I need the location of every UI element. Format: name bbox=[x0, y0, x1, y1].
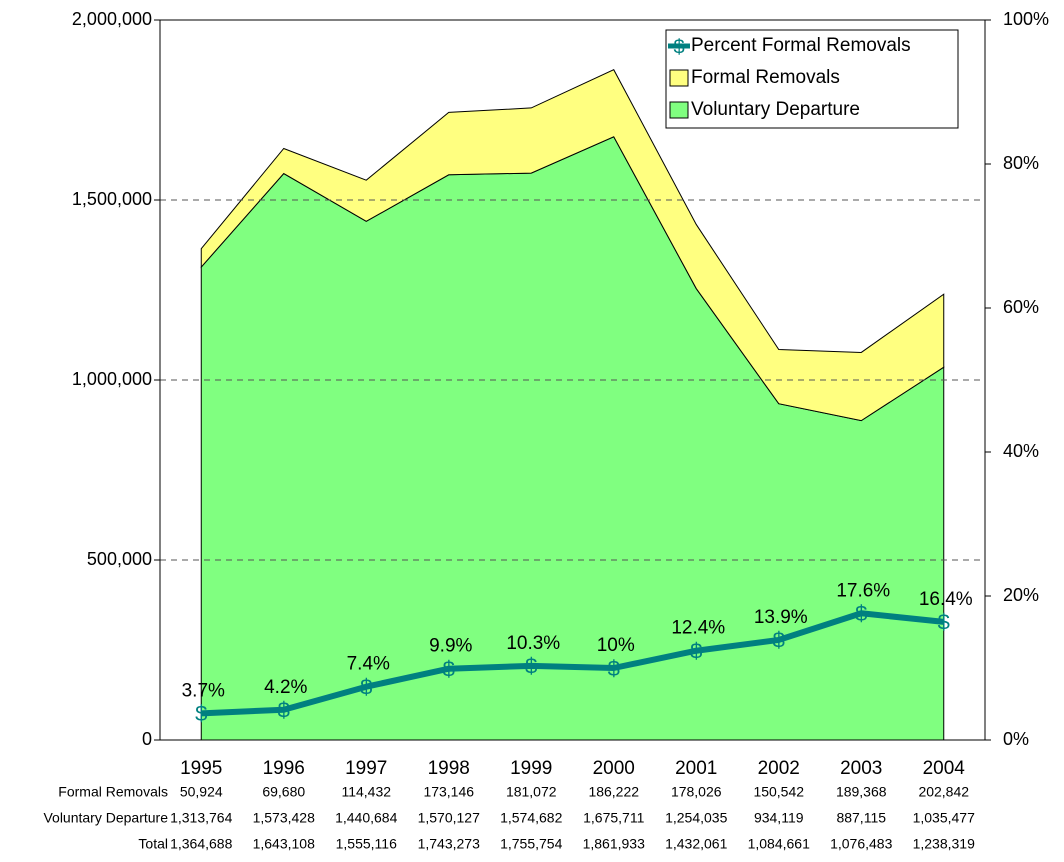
table-cell: 1,743,273 bbox=[418, 836, 480, 852]
y-tick-label: 0 bbox=[142, 729, 152, 749]
marker: $ bbox=[525, 654, 537, 679]
x-tick-label: 1998 bbox=[428, 758, 470, 779]
legend-label: Percent Formal Removals bbox=[691, 35, 911, 56]
marker: $ bbox=[690, 639, 702, 664]
marker: $ bbox=[360, 675, 372, 700]
table-cell: 1,364,688 bbox=[170, 836, 232, 852]
y2-tick-label: 20% bbox=[1003, 585, 1039, 605]
table-cell: 934,119 bbox=[754, 810, 804, 826]
data-label: 3.7% bbox=[182, 680, 225, 701]
y-tick-label: 2,000,000 bbox=[72, 9, 152, 29]
legend-swatch bbox=[669, 101, 689, 119]
table-cell: 1,643,108 bbox=[253, 836, 315, 852]
y-tick-label: 1,000,000 bbox=[72, 369, 152, 389]
table-row-label: Voluntary Departure bbox=[43, 810, 168, 826]
area bbox=[200, 136, 945, 741]
table-cell: 186,222 bbox=[588, 784, 639, 800]
line bbox=[201, 610, 945, 717]
table-cell: 69,680 bbox=[262, 784, 305, 800]
marker: $ bbox=[773, 628, 785, 653]
table-cell: 1,440,684 bbox=[335, 810, 397, 826]
data-label: 12.4% bbox=[671, 618, 725, 639]
table-cell: 1,238,319 bbox=[913, 836, 975, 852]
data-label: 16.4% bbox=[919, 589, 973, 610]
plot-border bbox=[159, 19, 986, 741]
y2-tick-label: 100% bbox=[1003, 9, 1049, 29]
legend-box bbox=[665, 29, 959, 129]
table-cell: 1,861,933 bbox=[583, 836, 645, 852]
table-cell: 181,072 bbox=[506, 784, 557, 800]
x-tick-label: 1996 bbox=[263, 758, 305, 779]
data-label: 17.6% bbox=[836, 580, 890, 601]
marker: $ bbox=[608, 656, 620, 681]
data-label: 9.9% bbox=[429, 636, 472, 657]
table-cell: 887,115 bbox=[836, 810, 886, 826]
y2-tick-label: 40% bbox=[1003, 441, 1039, 461]
legend-swatch bbox=[669, 69, 689, 87]
table-cell: 150,542 bbox=[753, 784, 804, 800]
table-cell: 1,555,116 bbox=[336, 836, 397, 852]
marker: $ bbox=[855, 601, 867, 626]
table-cell: 1,254,035 bbox=[665, 810, 727, 826]
table-cell: 1,432,061 bbox=[665, 836, 727, 852]
y-tick-label: 1,500,000 bbox=[72, 189, 152, 209]
data-label: 10.3% bbox=[506, 633, 560, 654]
x-tick-label: 2001 bbox=[675, 758, 717, 779]
y2-tick-label: 60% bbox=[1003, 297, 1039, 317]
data-label: 10% bbox=[597, 635, 635, 656]
table-cell: 50,924 bbox=[180, 784, 223, 800]
y2-tick-label: 0% bbox=[1003, 729, 1029, 749]
table-cell: 189,368 bbox=[836, 784, 887, 800]
table-cell: 1,076,483 bbox=[830, 836, 892, 852]
table-cell: 1,675,711 bbox=[583, 810, 644, 826]
data-label: 7.4% bbox=[347, 654, 390, 675]
table-row-label: Total bbox=[138, 836, 168, 852]
marker: $ bbox=[443, 657, 455, 682]
table-cell: 1,574,682 bbox=[500, 810, 562, 826]
area bbox=[200, 69, 945, 422]
x-tick-label: 2002 bbox=[758, 758, 800, 779]
table-cell: 1,035,477 bbox=[913, 810, 975, 826]
data-label: 4.2% bbox=[264, 677, 307, 698]
table-cell: 1,313,764 bbox=[170, 810, 232, 826]
y-tick-label: 500,000 bbox=[87, 549, 152, 569]
marker: $ bbox=[195, 701, 207, 726]
table-cell: 1,570,127 bbox=[418, 810, 480, 826]
x-tick-label: 1999 bbox=[510, 758, 552, 779]
x-tick-label: 2004 bbox=[923, 758, 966, 779]
y2-tick-label: 80% bbox=[1003, 153, 1039, 173]
table-row-label: Formal Removals bbox=[58, 784, 168, 800]
table-cell: 173,146 bbox=[423, 784, 474, 800]
table-cell: 1,573,428 bbox=[253, 810, 315, 826]
marker: $ bbox=[938, 610, 950, 635]
legend-label: Voluntary Departure bbox=[691, 99, 860, 120]
table-cell: 1,755,754 bbox=[500, 836, 562, 852]
x-tick-label: 2003 bbox=[840, 758, 882, 779]
table-cell: 202,842 bbox=[918, 784, 969, 800]
x-tick-label: 1997 bbox=[345, 758, 387, 779]
table-cell: 178,026 bbox=[671, 784, 722, 800]
legend: $ Percent Formal Removals Formal Removals V… bbox=[665, 29, 959, 129]
table-cell: 114,432 bbox=[341, 784, 391, 800]
legend-label: Formal Removals bbox=[691, 67, 840, 88]
table-cell: 1,084,661 bbox=[748, 836, 810, 852]
data-label: 13.9% bbox=[754, 607, 808, 628]
legend-marker: $ bbox=[673, 36, 684, 58]
marker: $ bbox=[278, 698, 290, 723]
x-tick-label: 2000 bbox=[593, 758, 635, 779]
x-tick-label: 1995 bbox=[180, 758, 222, 779]
